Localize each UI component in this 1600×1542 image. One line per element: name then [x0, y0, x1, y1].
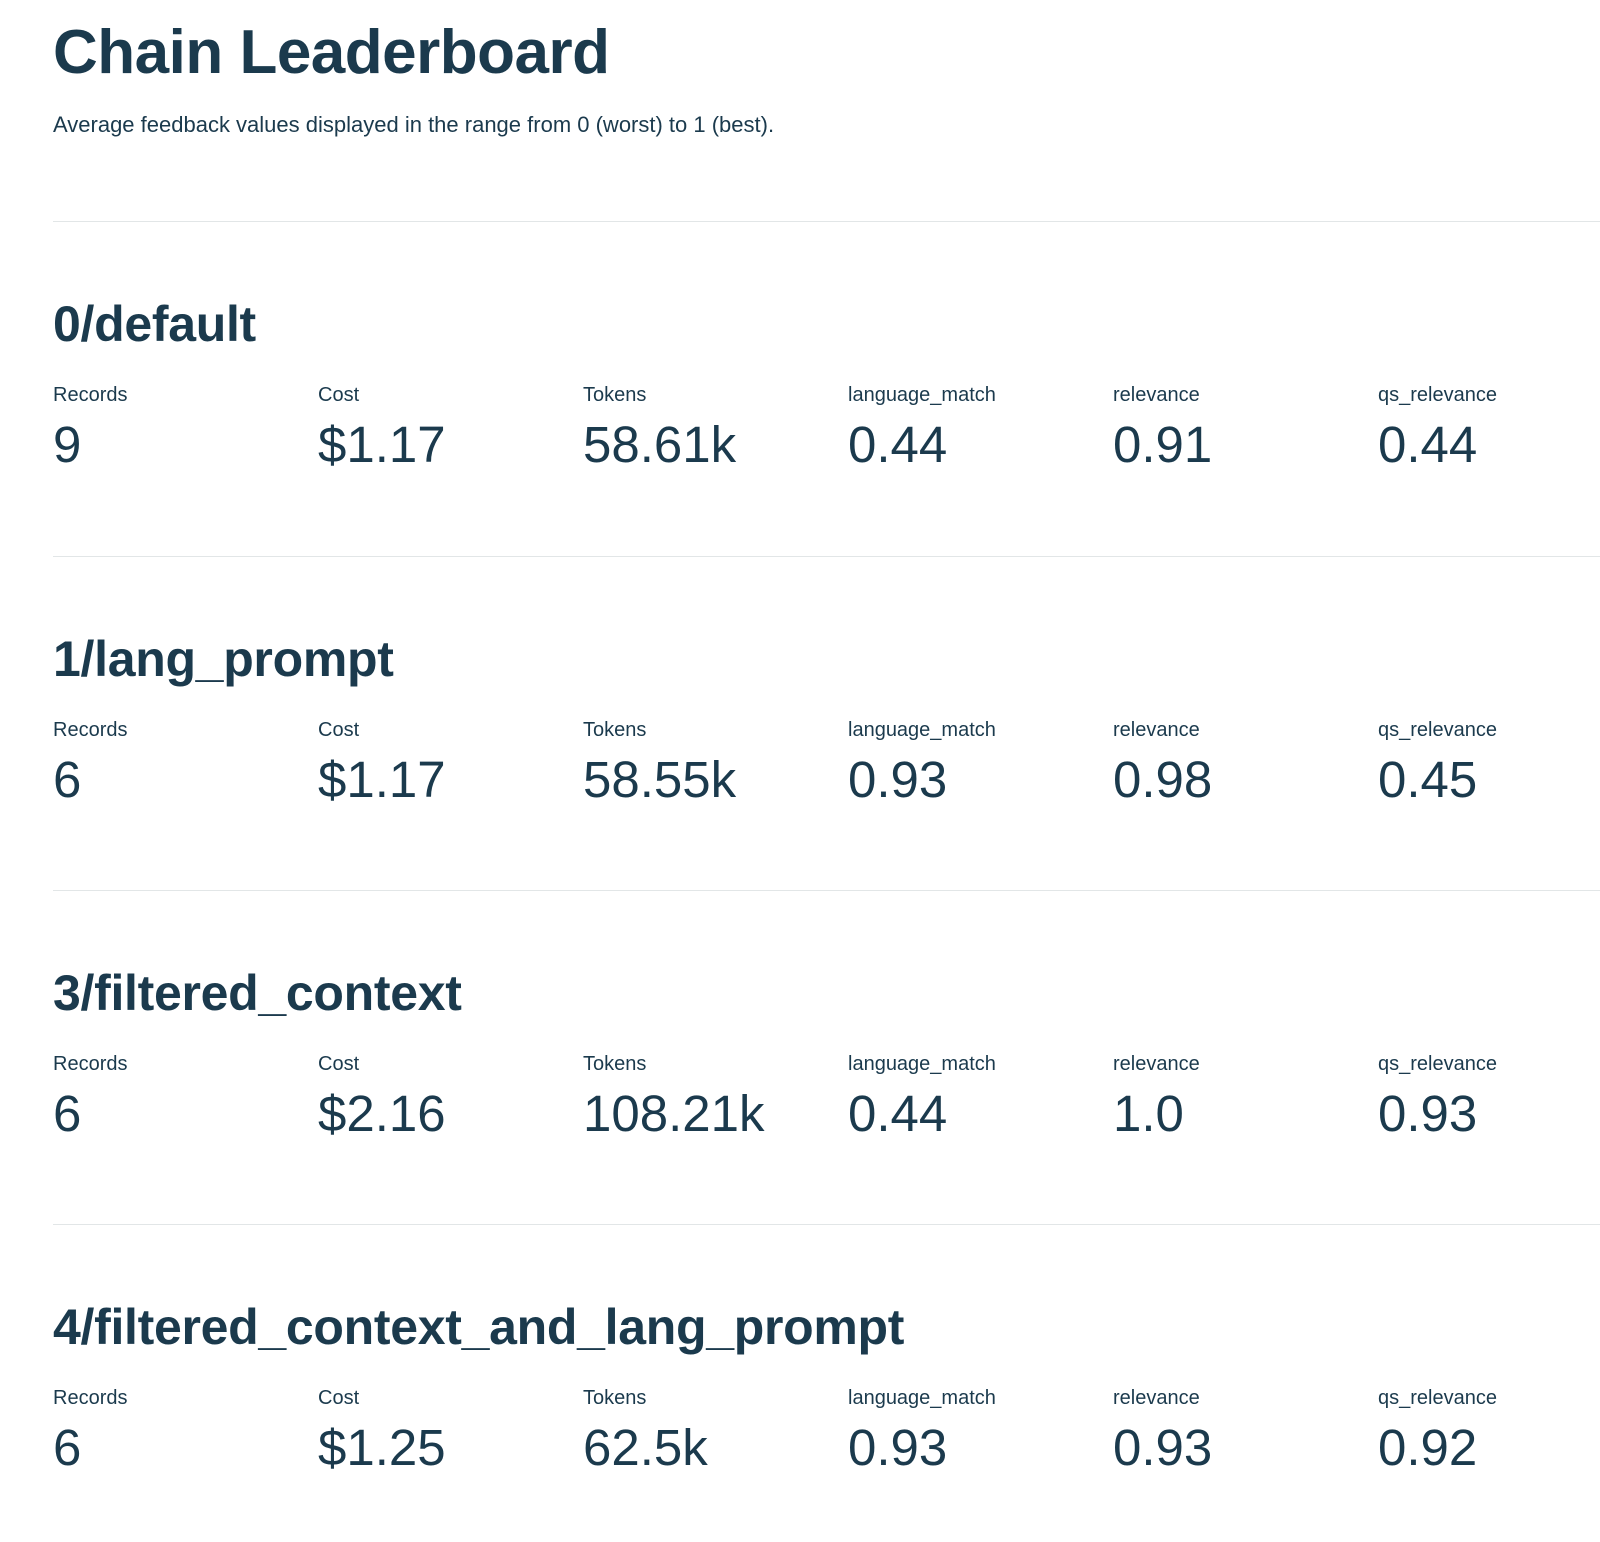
- metric-language-match: language_match 0.93: [848, 717, 1113, 810]
- metric-label: qs_relevance: [1378, 1386, 1497, 1409]
- metric-language-match: language_match 0.44: [848, 1051, 1113, 1144]
- metric-language-match: language_match 0.44: [848, 382, 1113, 475]
- metric-value: 0.93: [848, 1418, 948, 1476]
- section-heading: 4/filtered_context_and_lang_prompt: [53, 1298, 905, 1355]
- metrics-row: Records 6 Cost $1.17 Tokens 58.55k langu…: [53, 717, 1600, 810]
- metric-cost: Cost $1.25: [318, 1385, 583, 1478]
- metric-label: Tokens: [583, 718, 647, 741]
- metric-cost: Cost $1.17: [318, 382, 583, 475]
- metric-label: Cost: [318, 1052, 360, 1075]
- metric-value: 0.98: [1113, 750, 1213, 808]
- metric-value: 6: [53, 1418, 82, 1476]
- metric-value: $1.25: [318, 1418, 446, 1476]
- section-heading: 0/default: [53, 296, 256, 353]
- metric-label: Records: [53, 1386, 128, 1409]
- metrics-row: Records 6 Cost $2.16 Tokens 108.21k lang…: [53, 1051, 1600, 1144]
- metric-value: 0.93: [848, 750, 948, 808]
- metric-label: relevance: [1113, 1386, 1200, 1409]
- metric-cost: Cost $1.17: [318, 717, 583, 810]
- metric-label: language_match: [848, 1052, 996, 1075]
- metric-tokens: Tokens 58.55k: [583, 717, 848, 810]
- metric-tokens: Tokens 58.61k: [583, 382, 848, 475]
- metric-relevance: relevance 0.93: [1113, 1385, 1378, 1478]
- metric-label: Cost: [318, 384, 360, 407]
- metric-label: language_match: [848, 384, 996, 407]
- metric-tokens: Tokens 108.21k: [583, 1051, 848, 1144]
- metric-label: Records: [53, 718, 128, 741]
- leaderboard-section-3-filtered-context: 3/filtered_context Records 6 Cost $2.16 …: [53, 963, 1600, 1144]
- section-divider: [53, 1223, 1600, 1225]
- metric-value: $1.17: [318, 416, 446, 474]
- metric-value: 9: [53, 416, 82, 474]
- metric-label: Tokens: [583, 1386, 647, 1409]
- metric-value: 0.44: [848, 416, 948, 474]
- metric-label: Cost: [318, 1386, 360, 1409]
- metric-label: Tokens: [583, 1052, 647, 1075]
- metric-value: 62.5k: [583, 1418, 708, 1476]
- metric-value: 58.61k: [583, 416, 737, 474]
- metrics-row: Records 9 Cost $1.17 Tokens 58.61k langu…: [53, 382, 1600, 475]
- metric-label: Records: [53, 1052, 128, 1075]
- leaderboard-section-4-filtered-context-and-lang-prompt: 4/filtered_context_and_lang_prompt Recor…: [53, 1297, 1600, 1478]
- metric-cost: Cost $2.16: [318, 1051, 583, 1144]
- metric-records: Records 6: [53, 1385, 318, 1478]
- metric-label: relevance: [1113, 1052, 1200, 1075]
- section-heading: 3/filtered_context: [53, 964, 462, 1021]
- section-divider: [53, 555, 1600, 557]
- metric-qs-relevance: qs_relevance 0.92: [1378, 1385, 1600, 1478]
- leaderboard-section-0-default: 0/default Records 9 Cost $1.17 Tokens 58…: [53, 294, 1600, 475]
- metric-label: Records: [53, 384, 128, 407]
- metric-label: language_match: [848, 718, 996, 741]
- metric-label: Tokens: [583, 384, 647, 407]
- metric-label: language_match: [848, 1386, 996, 1409]
- metric-label: relevance: [1113, 718, 1200, 741]
- metric-value: 58.55k: [583, 750, 737, 808]
- metric-value: 0.93: [1378, 1084, 1478, 1142]
- metric-label: qs_relevance: [1378, 718, 1497, 741]
- metric-value: 0.91: [1113, 416, 1213, 474]
- metrics-row: Records 6 Cost $1.25 Tokens 62.5k langua…: [53, 1385, 1600, 1478]
- metric-label: relevance: [1113, 384, 1200, 407]
- metric-label: qs_relevance: [1378, 384, 1497, 407]
- metric-value: 6: [53, 750, 82, 808]
- section-divider: [53, 889, 1600, 891]
- metric-value: 0.45: [1378, 750, 1478, 808]
- metric-label: Cost: [318, 718, 360, 741]
- metric-value: 0.92: [1378, 1418, 1478, 1476]
- metric-relevance: relevance 1.0: [1113, 1051, 1378, 1144]
- metric-relevance: relevance 0.98: [1113, 717, 1378, 810]
- metric-records: Records 6: [53, 717, 318, 810]
- section-heading: 1/lang_prompt: [53, 630, 394, 687]
- page-title: Chain Leaderboard: [53, 18, 610, 87]
- metric-value: 6: [53, 1084, 82, 1142]
- metric-value: $1.17: [318, 750, 446, 808]
- metric-records: Records 6: [53, 1051, 318, 1144]
- metric-language-match: language_match 0.93: [848, 1385, 1113, 1478]
- metric-label: qs_relevance: [1378, 1052, 1497, 1075]
- metric-relevance: relevance 0.91: [1113, 382, 1378, 475]
- leaderboard-section-1-lang-prompt: 1/lang_prompt Records 6 Cost $1.17 Token…: [53, 629, 1600, 810]
- metric-value: 0.44: [848, 1084, 948, 1142]
- metric-qs-relevance: qs_relevance 0.45: [1378, 717, 1600, 810]
- metric-value: 0.93: [1113, 1418, 1213, 1476]
- metric-qs-relevance: qs_relevance 0.44: [1378, 382, 1600, 475]
- metric-tokens: Tokens 62.5k: [583, 1385, 848, 1478]
- page-subtitle: Average feedback values displayed in the…: [53, 112, 775, 138]
- metric-value: 108.21k: [583, 1084, 765, 1142]
- page-header: Chain Leaderboard Average feedback value…: [53, 16, 1600, 141]
- metric-value: $2.16: [318, 1084, 446, 1142]
- metric-qs-relevance: qs_relevance 0.93: [1378, 1051, 1600, 1144]
- metric-value: 0.44: [1378, 416, 1478, 474]
- metric-value: 1.0: [1113, 1084, 1184, 1142]
- section-divider: [53, 221, 1600, 223]
- metric-records: Records 9: [53, 382, 318, 475]
